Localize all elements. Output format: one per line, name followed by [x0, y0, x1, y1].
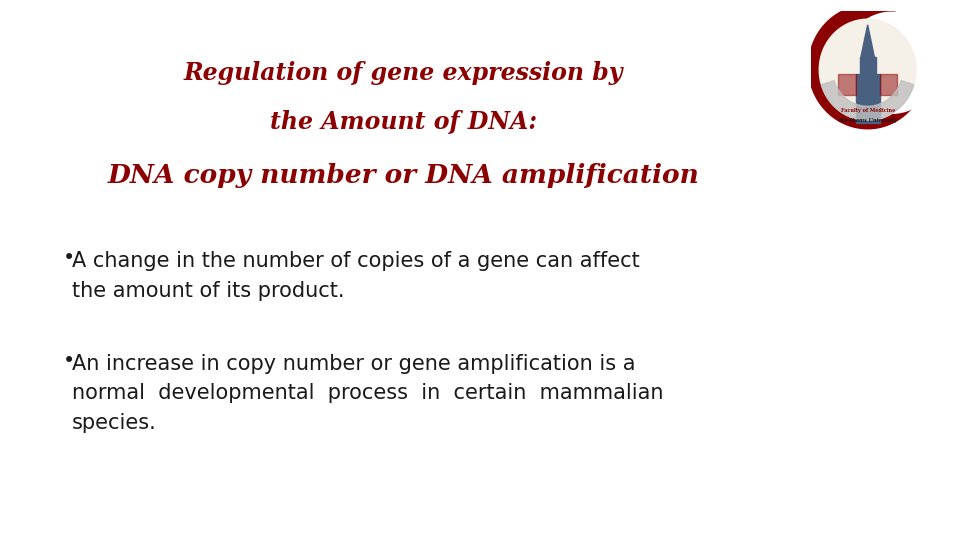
Text: Ain Shams University: Ain Shams University: [838, 118, 897, 123]
Text: Regulation of gene expression by: Regulation of gene expression by: [183, 61, 623, 85]
Text: Faculty of Medicine: Faculty of Medicine: [841, 108, 895, 113]
Text: •: •: [62, 248, 75, 268]
Text: the Amount of DNA:: the Amount of DNA:: [270, 110, 537, 133]
Polygon shape: [819, 19, 916, 120]
Polygon shape: [844, 12, 940, 113]
Text: An increase in copy number or gene amplification is a
normal  developmental  pro: An increase in copy number or gene ampli…: [72, 354, 663, 433]
Text: A change in the number of copies of a gene can affect
the amount of its product.: A change in the number of copies of a ge…: [72, 251, 639, 301]
Polygon shape: [808, 5, 926, 129]
Text: DNA copy number or DNA amplification: DNA copy number or DNA amplification: [108, 163, 699, 188]
Bar: [838, 74, 855, 95]
Polygon shape: [822, 80, 914, 120]
Bar: [879, 74, 898, 95]
Bar: [855, 74, 879, 123]
Polygon shape: [861, 25, 875, 57]
Text: •: •: [62, 351, 75, 371]
Bar: [859, 57, 876, 74]
